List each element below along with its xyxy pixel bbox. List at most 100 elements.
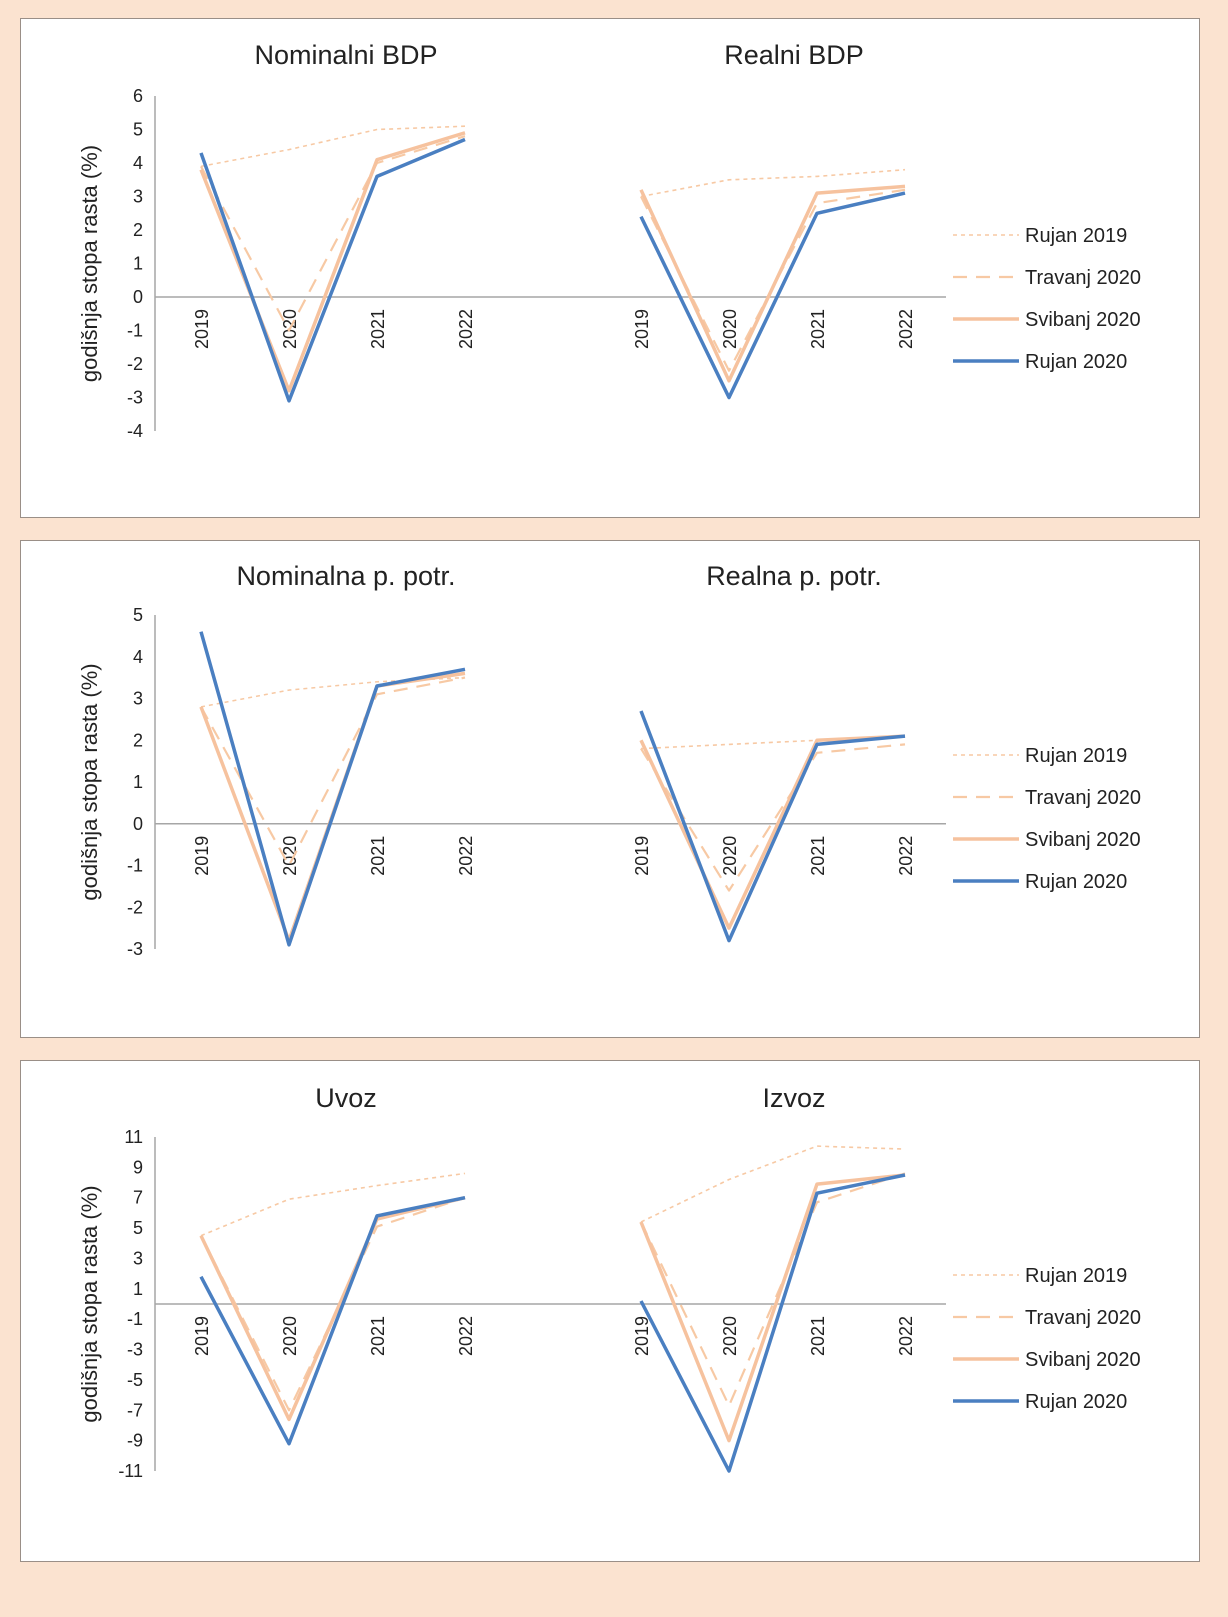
y-tick-label: -5 (127, 1370, 143, 1390)
y-axis-label: godišnja stopa rasta (%) (77, 663, 102, 900)
y-tick-label: 1 (133, 1279, 143, 1299)
figure-caption (0, 0, 1228, 11)
y-tick-label: 3 (133, 187, 143, 207)
legend-entry: Svibanj 2020 (1025, 309, 1141, 331)
series-line-travanj-2020 (640, 743, 906, 892)
x-tick-label: 2020 (720, 1316, 740, 1356)
x-tick-label: 2021 (368, 836, 388, 876)
chart-svg-2: 5 4 3 2 1 0 -1 -2 -3 godišnja stopa rasta (%) Nomi… (77, 561, 1141, 959)
y-tick-label: 2 (133, 730, 143, 750)
y-tick-label: 7 (133, 1188, 143, 1208)
legend-entry: Rujan 2019 (1025, 745, 1127, 767)
y-tick-label: -2 (127, 897, 143, 917)
y-tick-label: 3 (133, 689, 143, 709)
y-tick-label: -2 (127, 354, 143, 374)
legend-entry: Travanj 2020 (1025, 1307, 1141, 1329)
y-tick-label: 6 (133, 86, 143, 106)
series-line-travanj-2020 (200, 1196, 466, 1412)
y-tick-label: -1 (127, 856, 143, 876)
y-tick-label: -1 (127, 321, 143, 341)
y-tick-label: 3 (133, 1248, 143, 1268)
x-tick-label: 2021 (808, 1316, 828, 1356)
series-line-rujan-2020 (639, 191, 906, 400)
subplot-title: Nominalni BDP (254, 40, 437, 70)
legend-entry: Travanj 2020 (1025, 787, 1141, 809)
y-tick-label: 11 (124, 1127, 143, 1147)
legend-entry: Svibanj 2020 (1025, 1349, 1141, 1371)
y-tick-label: -11 (118, 1461, 143, 1481)
x-tick-label: 2022 (456, 836, 476, 876)
x-tick-label: 2020 (280, 836, 300, 876)
x-tick-label: 2019 (192, 1316, 212, 1356)
subplot-title: Nominalna p. potr. (236, 561, 455, 591)
y-tick-label: 9 (133, 1157, 143, 1177)
x-tick-label: 2022 (456, 309, 476, 349)
x-tick-label: 2020 (280, 1316, 300, 1356)
x-tick-label: 2019 (192, 836, 212, 876)
x-tick-label: 2020 (720, 836, 740, 876)
y-tick-label: 5 (133, 1218, 143, 1238)
series-line-svibanj-2020 (199, 1195, 466, 1422)
x-tick-label: 2019 (632, 309, 652, 349)
y-tick-label: 0 (133, 814, 143, 834)
y-tick-label: -9 (127, 1431, 143, 1451)
y-tick-label: 1 (133, 254, 143, 274)
subplot-title: Izvoz (762, 1083, 825, 1113)
legend-entry: Rujan 2019 (1025, 225, 1127, 247)
series-line-svibanj-2020 (639, 1173, 906, 1443)
y-axis-label: godišnja stopa rasta (%) (77, 1185, 102, 1422)
series-line-travanj-2020 (200, 676, 466, 867)
x-tick-label: 2021 (808, 309, 828, 349)
x-tick-label: 2019 (192, 309, 212, 349)
series-line-svibanj-2020 (199, 671, 466, 943)
legend-entry: Rujan 2020 (1025, 351, 1127, 373)
series-line-svibanj-2020 (639, 184, 906, 383)
chart-svg-1: 6 5 4 3 2 1 0 -1 -2 -3 -4 godišnja stopa rasta (%) N… (77, 40, 1141, 441)
series-line-rujan-2019 (200, 1172, 466, 1237)
x-tick-label: 2021 (808, 836, 828, 876)
series-line-rujan-2020 (199, 631, 466, 947)
y-tick-label: -1 (127, 1309, 143, 1329)
x-tick-label: 2019 (632, 1316, 652, 1356)
legend-entry: Svibanj 2020 (1025, 829, 1141, 851)
y-tick-label: -3 (127, 1340, 143, 1360)
x-tick-label: 2021 (368, 309, 388, 349)
y-tick-label: 4 (133, 647, 143, 667)
chart-panel-2: 5 4 3 2 1 0 -1 -2 -3 godišnja stopa rasta (%) Nomi… (20, 540, 1200, 1038)
legend-entry: Rujan 2020 (1025, 871, 1127, 893)
x-tick-label: 2022 (456, 1316, 476, 1356)
y-tick-label: 5 (133, 605, 143, 625)
subplot-title: Uvoz (315, 1083, 377, 1113)
series-line-rujan-2019 (640, 168, 906, 198)
y-tick-label: -3 (127, 939, 143, 959)
subplot-title: Realna p. potr. (706, 561, 882, 591)
y-tick-label: 1 (133, 772, 143, 792)
legend-entry: Rujan 2019 (1025, 1265, 1127, 1287)
legend-entry: Travanj 2020 (1025, 267, 1141, 289)
x-tick-label: 2022 (896, 309, 916, 349)
series-line-rujan-2020 (199, 1195, 466, 1446)
series-line-svibanj-2020 (639, 734, 906, 930)
series-line-rujan-2020 (639, 1173, 906, 1473)
chart-svg-3: 11 9 7 5 3 1 -1 -3 -5 -7 -9 -11 godišnja stopa rasta… (77, 1083, 1141, 1481)
legend-entry: Rujan 2020 (1025, 1391, 1127, 1413)
y-tick-label: -3 (127, 388, 143, 408)
series-line-rujan-2019 (200, 676, 466, 708)
series-line-travanj-2020 (640, 188, 906, 372)
y-tick-label: 4 (133, 153, 143, 173)
x-tick-label: 2020 (720, 309, 740, 349)
x-tick-label: 2019 (632, 836, 652, 876)
series-line-rujan-2020 (639, 710, 906, 943)
y-tick-label: -7 (127, 1400, 143, 1420)
y-tick-label: 5 (133, 120, 143, 140)
y-tick-label: 2 (133, 220, 143, 240)
x-tick-label: 2022 (896, 836, 916, 876)
series-line-travanj-2020 (640, 1172, 906, 1407)
series-line-travanj-2020 (200, 135, 466, 332)
chart-panel-1: 6 5 4 3 2 1 0 -1 -2 -3 -4 godišnja stopa rasta (%) N… (20, 18, 1200, 518)
y-axis-label: godišnja stopa rasta (%) (77, 145, 102, 382)
x-tick-label: 2022 (896, 1316, 916, 1356)
y-tick-label: 0 (133, 287, 143, 307)
series-line-rujan-2020 (199, 137, 466, 403)
chart-panel-3: 11 9 7 5 3 1 -1 -3 -5 -7 -9 -11 godišnja stopa rasta… (20, 1060, 1200, 1562)
